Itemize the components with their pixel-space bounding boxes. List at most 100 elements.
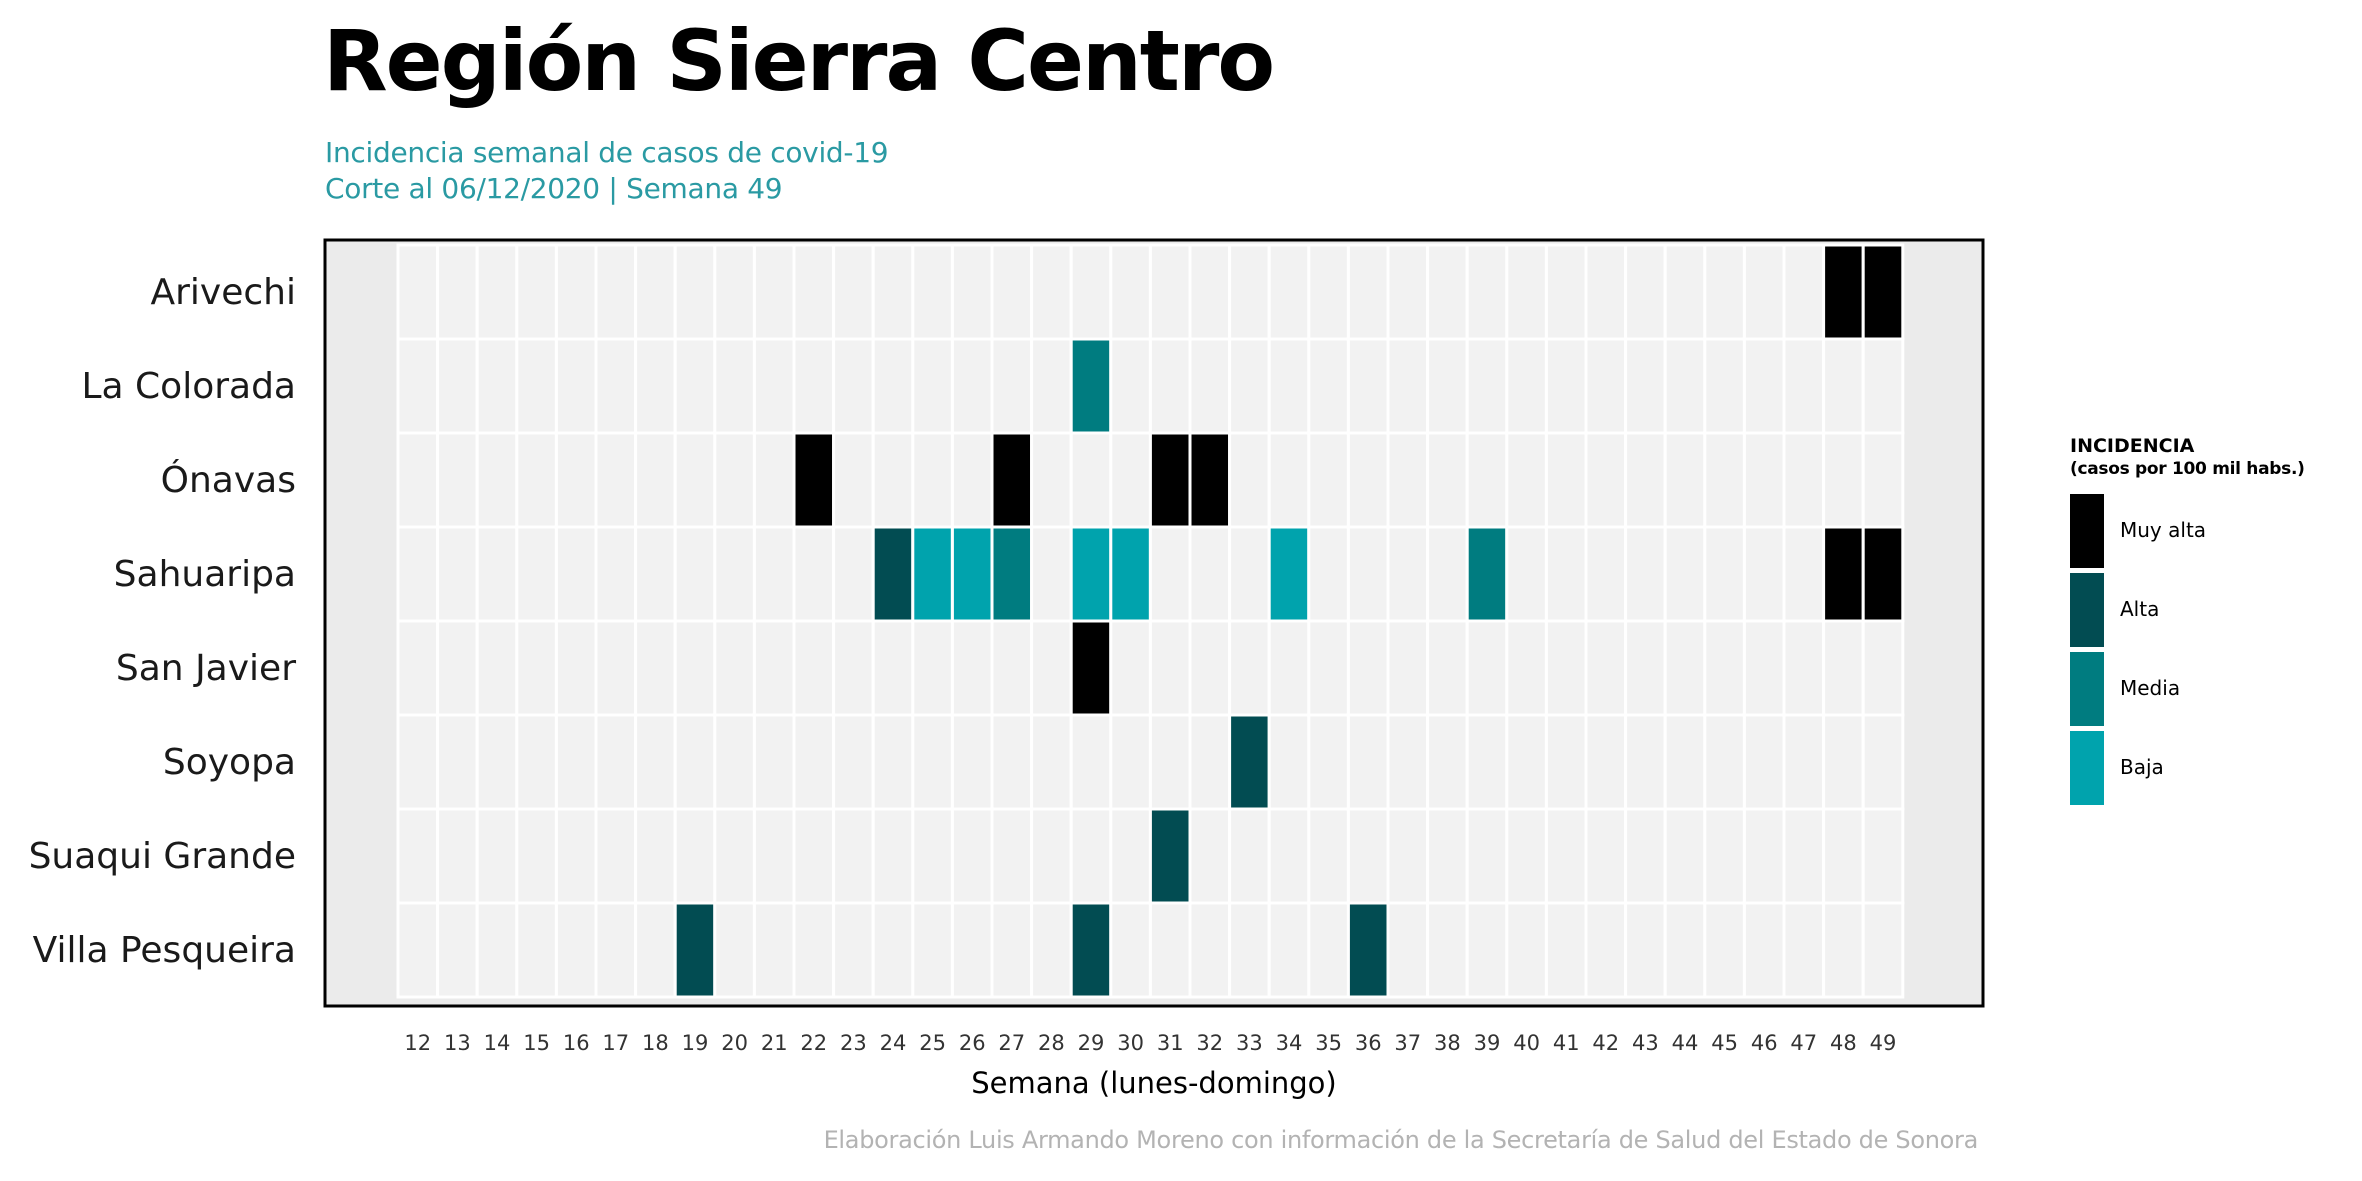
heatmap-cell-empty xyxy=(911,619,954,717)
heatmap-cell-empty xyxy=(515,901,558,999)
heatmap-cell-empty xyxy=(1030,807,1073,905)
heatmap-cell-empty xyxy=(1703,431,1746,529)
heatmap-cell-empty xyxy=(1465,243,1509,341)
legend-swatch-muy-alta xyxy=(2070,494,2104,568)
heatmap-cell-empty xyxy=(1188,619,1232,717)
heatmap-cell-empty xyxy=(673,243,717,341)
heatmap-cell-empty xyxy=(475,243,519,341)
heatmap-cell-muy-alta xyxy=(1822,525,1865,623)
heatmap-cell-empty xyxy=(1346,337,1390,435)
heatmap-cell-empty xyxy=(1188,243,1232,341)
heatmap-cell-empty xyxy=(950,431,994,529)
heatmap-cell-empty xyxy=(1544,243,1588,341)
heatmap-cell-empty xyxy=(752,243,796,341)
legend-item-media: Media xyxy=(2070,652,2350,726)
x-tick-label: 13 xyxy=(444,1031,471,1055)
heatmap-cell-empty xyxy=(832,901,875,999)
heatmap-cell-baja xyxy=(1109,525,1152,623)
heatmap-cell-empty xyxy=(990,807,1034,905)
heatmap-cell-empty xyxy=(1624,525,1667,623)
heatmap-cell-empty xyxy=(752,525,796,623)
heatmap-cell-empty xyxy=(1544,431,1588,529)
heatmap-cell-empty xyxy=(1109,337,1152,435)
x-tick-label: 32 xyxy=(1196,1031,1223,1055)
heatmap-cell-empty xyxy=(832,619,875,717)
heatmap-cell-empty xyxy=(1228,807,1271,905)
heatmap-cell-empty xyxy=(475,525,519,623)
heatmap-cell-empty xyxy=(990,337,1034,435)
heatmap-cell-empty xyxy=(1386,807,1430,905)
heatmap-cell-empty xyxy=(1822,619,1865,717)
heatmap-cell-empty xyxy=(1584,713,1628,811)
heatmap-cell-empty xyxy=(713,337,756,435)
heatmap-cell-empty xyxy=(436,243,479,341)
heatmap-cell-empty xyxy=(1465,807,1509,905)
heatmap-cell-empty xyxy=(673,431,717,529)
heatmap-cell-empty xyxy=(1624,619,1667,717)
heatmap-cell-empty xyxy=(515,713,558,811)
heatmap-cell-empty xyxy=(752,807,796,905)
x-tick-label: 17 xyxy=(602,1031,629,1055)
heatmap-cell-muy-alta xyxy=(1188,431,1232,529)
heatmap-cell-alta xyxy=(1228,713,1271,811)
y-tick-label: Soyopa xyxy=(163,742,296,783)
heatmap-cell-empty xyxy=(1386,525,1430,623)
heatmap-cell-empty xyxy=(1703,901,1746,999)
heatmap-cell-empty xyxy=(1228,243,1271,341)
x-tick-label: 22 xyxy=(800,1031,827,1055)
heatmap-cell-empty xyxy=(1624,431,1667,529)
heatmap-cell-empty xyxy=(752,619,796,717)
heatmap-cell-empty xyxy=(594,901,638,999)
heatmap-cell-empty xyxy=(1861,619,1905,717)
heatmap-cell-baja xyxy=(1069,525,1113,623)
heatmap-cell-empty xyxy=(950,713,994,811)
heatmap-cell-empty xyxy=(1663,807,1707,905)
heatmap-cell-empty xyxy=(1030,431,1073,529)
heatmap-cell-empty xyxy=(911,807,954,905)
heatmap-cell-empty xyxy=(436,525,479,623)
legend-swatch-baja xyxy=(2070,731,2104,805)
heatmap-cell-empty xyxy=(634,525,677,623)
heatmap-cell-empty xyxy=(436,713,479,811)
heatmap-cell-empty xyxy=(1861,901,1905,999)
heatmap-cell-alta xyxy=(1346,901,1390,999)
heatmap-cell-empty xyxy=(1544,901,1588,999)
heatmap-cell-empty xyxy=(871,337,915,435)
heatmap-cell-empty xyxy=(1267,807,1311,905)
heatmap-cell-baja xyxy=(1267,525,1311,623)
heatmap-cell-empty xyxy=(1030,713,1073,811)
heatmap-cell-empty xyxy=(990,243,1034,341)
x-tick-label: 25 xyxy=(919,1031,946,1055)
x-axis-title: Semana (lunes-domingo) xyxy=(971,1066,1337,1100)
heatmap-cell-empty xyxy=(1782,901,1826,999)
heatmap-cell-empty xyxy=(1267,901,1311,999)
x-tick-label: 33 xyxy=(1236,1031,1263,1055)
heatmap-cell-empty xyxy=(1703,713,1746,811)
heatmap-cell-empty xyxy=(1030,525,1073,623)
heatmap-cell-empty xyxy=(1703,525,1746,623)
heatmap-cell-empty xyxy=(673,619,717,717)
heatmap-cell-empty xyxy=(713,525,756,623)
heatmap-cell-empty xyxy=(1465,713,1509,811)
heatmap-cell-empty xyxy=(594,243,638,341)
heatmap-cell-empty xyxy=(1346,713,1390,811)
heatmap-cell-empty xyxy=(713,243,756,341)
heatmap-cell-empty xyxy=(1505,807,1548,905)
heatmap-cell-empty xyxy=(1307,713,1350,811)
heatmap-cell-alta xyxy=(1148,807,1192,905)
x-tick-label: 28 xyxy=(1038,1031,1065,1055)
heatmap-cell-empty xyxy=(1426,619,1469,717)
heatmap-cell-empty xyxy=(1148,337,1192,435)
heatmap-cell-empty xyxy=(1228,525,1271,623)
heatmap-cell-empty xyxy=(1426,713,1469,811)
heatmap-cell-media xyxy=(1465,525,1509,623)
heatmap-cell-empty xyxy=(1624,713,1667,811)
heatmap-cell-empty xyxy=(871,807,915,905)
heatmap-cell-empty xyxy=(1465,337,1509,435)
heatmap-cell-empty xyxy=(1465,619,1509,717)
heatmap-cell-empty xyxy=(1861,807,1905,905)
heatmap-cell-empty xyxy=(1663,337,1707,435)
heatmap-cell-empty xyxy=(634,243,677,341)
heatmap-cell-empty xyxy=(1346,525,1390,623)
heatmap-cell-empty xyxy=(396,713,440,811)
